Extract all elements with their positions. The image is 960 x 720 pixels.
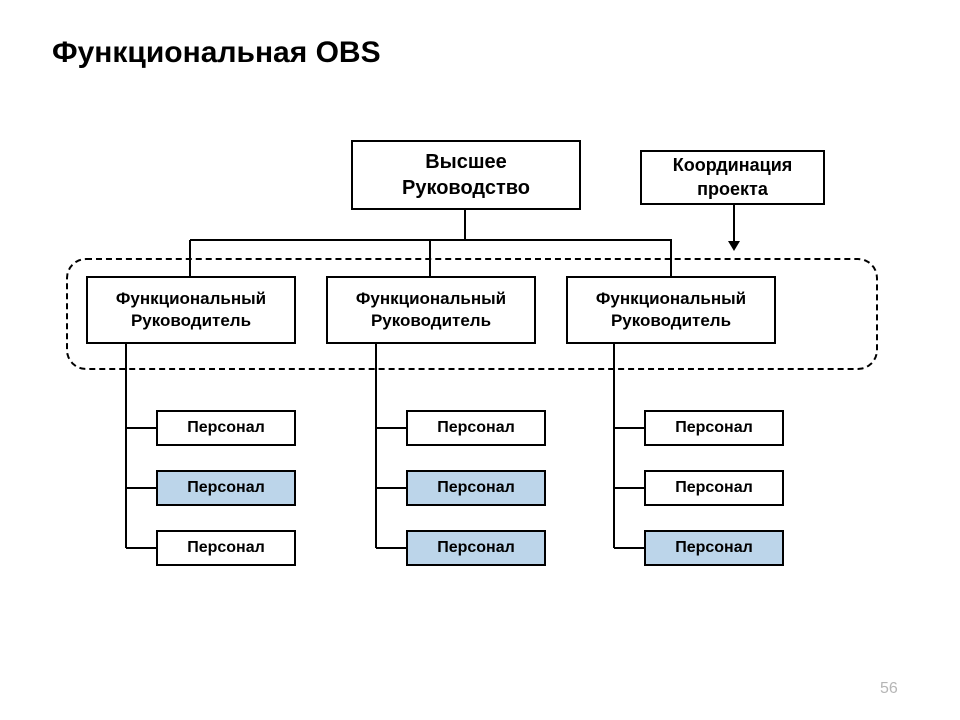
org-box-label: Координация (673, 154, 793, 177)
org-box-p23: Персонал (406, 530, 546, 566)
connector-line (376, 427, 406, 429)
org-box-p33: Персонал (644, 530, 784, 566)
org-box-p12: Персонал (156, 470, 296, 506)
connector-line (126, 427, 156, 429)
connector-line (376, 487, 406, 489)
connector-line (733, 205, 735, 241)
connector-line (126, 487, 156, 489)
org-box-label: Функциональный (116, 288, 266, 310)
org-box-label: Руководитель (611, 310, 731, 332)
org-box-func2: ФункциональныйРуководитель (326, 276, 536, 344)
org-box-label: проекта (697, 178, 768, 201)
org-box-label: Персонал (675, 418, 753, 439)
connector-line (376, 547, 406, 549)
org-box-label: Персонал (187, 538, 265, 559)
org-box-label: Персонал (437, 538, 515, 559)
org-box-label: Персонал (437, 418, 515, 439)
org-box-p11: Персонал (156, 410, 296, 446)
org-box-label: Персонал (437, 478, 515, 499)
org-box-label: Персонал (187, 418, 265, 439)
org-box-label: Персонал (675, 478, 753, 499)
connector-line (125, 344, 127, 548)
connector-line (190, 239, 672, 241)
connector-line (613, 344, 615, 548)
org-box-func3: ФункциональныйРуководитель (566, 276, 776, 344)
connector-line (614, 487, 644, 489)
arrow-down-icon (728, 241, 740, 251)
org-box-p13: Персонал (156, 530, 296, 566)
connector-line (189, 240, 191, 276)
connector-line (614, 427, 644, 429)
org-box-label: Руководитель (131, 310, 251, 332)
org-box-p32: Персонал (644, 470, 784, 506)
connector-line (429, 240, 431, 276)
page-number: 56 (880, 680, 898, 698)
org-box-p31: Персонал (644, 410, 784, 446)
org-box-label: Персонал (675, 538, 753, 559)
org-box-label: Высшее (425, 149, 507, 175)
org-box-p21: Персонал (406, 410, 546, 446)
slide-title: Функциональная OBS (52, 36, 381, 70)
connector-line (614, 547, 644, 549)
org-box-label: Функциональный (596, 288, 746, 310)
org-box-label: Руководство (402, 175, 530, 201)
connector-line (375, 344, 377, 548)
org-box-coord: Координацияпроекта (640, 150, 825, 205)
connector-line (464, 210, 466, 240)
org-box-label: Функциональный (356, 288, 506, 310)
org-box-label: Персонал (187, 478, 265, 499)
org-box-p22: Персонал (406, 470, 546, 506)
org-box-label: Руководитель (371, 310, 491, 332)
org-box-top_mgmt: ВысшееРуководство (351, 140, 581, 210)
connector-line (126, 547, 156, 549)
org-box-func1: ФункциональныйРуководитель (86, 276, 296, 344)
connector-line (670, 240, 672, 276)
